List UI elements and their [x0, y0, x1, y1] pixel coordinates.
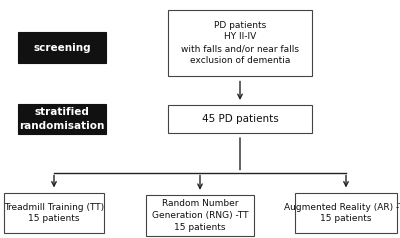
- FancyBboxPatch shape: [295, 193, 397, 233]
- Text: Random Number
Generation (RNG) -TT
15 patients: Random Number Generation (RNG) -TT 15 pa…: [152, 199, 248, 232]
- Text: PD patients
HY II-IV
with falls and/or near falls
exclusion of dementia: PD patients HY II-IV with falls and/or n…: [181, 21, 299, 65]
- Text: Treadmill Training (TT)
15 patients: Treadmill Training (TT) 15 patients: [4, 203, 104, 223]
- Text: stratified
randomisation: stratified randomisation: [19, 107, 105, 131]
- FancyBboxPatch shape: [146, 195, 254, 236]
- FancyBboxPatch shape: [18, 32, 106, 63]
- Text: Augmented Reality (AR) -TT
15 patients: Augmented Reality (AR) -TT 15 patients: [284, 203, 400, 223]
- FancyBboxPatch shape: [168, 105, 312, 133]
- FancyBboxPatch shape: [168, 10, 312, 76]
- Text: 45 PD patients: 45 PD patients: [202, 114, 278, 124]
- FancyBboxPatch shape: [18, 104, 106, 134]
- FancyBboxPatch shape: [4, 193, 104, 233]
- Text: screening: screening: [33, 43, 91, 53]
